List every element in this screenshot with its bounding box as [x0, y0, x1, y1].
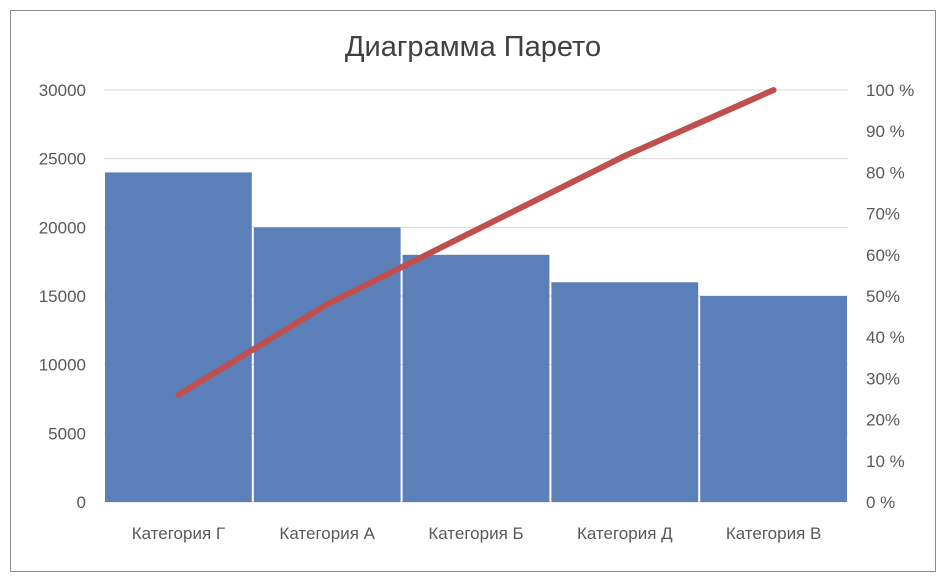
bar [700, 296, 847, 502]
left-tick-label: 5000 [48, 424, 86, 443]
right-axis: 0 % 10 % 20% 30% 40 % 50% 60% 70% 80 % 90 % 100 % [866, 81, 914, 512]
x-axis: Категория Г Категория А Категория Б Категор… [132, 524, 822, 543]
left-axis: 0 5000 10000 15000 20000 25000 30000 [39, 81, 86, 512]
category-label: Категория Б [428, 524, 523, 543]
bars [105, 172, 847, 503]
bar [551, 282, 699, 502]
category-label: Категория В [726, 524, 822, 543]
bar [105, 172, 252, 502]
right-tick-label: 40 % [866, 328, 905, 347]
category-label: Категория Д [577, 524, 673, 543]
left-tick-label: 10000 [39, 356, 86, 375]
right-tick-label: 100 % [866, 81, 914, 100]
left-tick-label: 0 [77, 493, 86, 512]
left-tick-label: 30000 [39, 81, 86, 100]
chart-title: Диаграмма Парето [345, 31, 601, 63]
right-tick-label: 50% [866, 287, 900, 306]
right-tick-label: 80 % [866, 163, 905, 182]
left-tick-label: 15000 [39, 287, 86, 306]
cumulative-percent-line [175, 87, 777, 398]
right-tick-label: 90 % [866, 122, 905, 141]
bar [402, 254, 550, 502]
right-tick-label: 20% [866, 411, 900, 430]
cumulative-line [175, 87, 777, 398]
right-tick-label: 10 % [866, 452, 905, 471]
right-tick-label: 0 % [866, 493, 895, 512]
right-tick-label: 30% [866, 369, 900, 388]
left-tick-label: 20000 [39, 218, 86, 237]
right-tick-label: 60% [866, 246, 900, 265]
right-tick-label: 70% [866, 205, 900, 224]
category-label: Категория Г [132, 524, 225, 543]
bar [253, 227, 401, 503]
category-label: Категория А [279, 524, 375, 543]
left-tick-label: 25000 [39, 150, 86, 169]
